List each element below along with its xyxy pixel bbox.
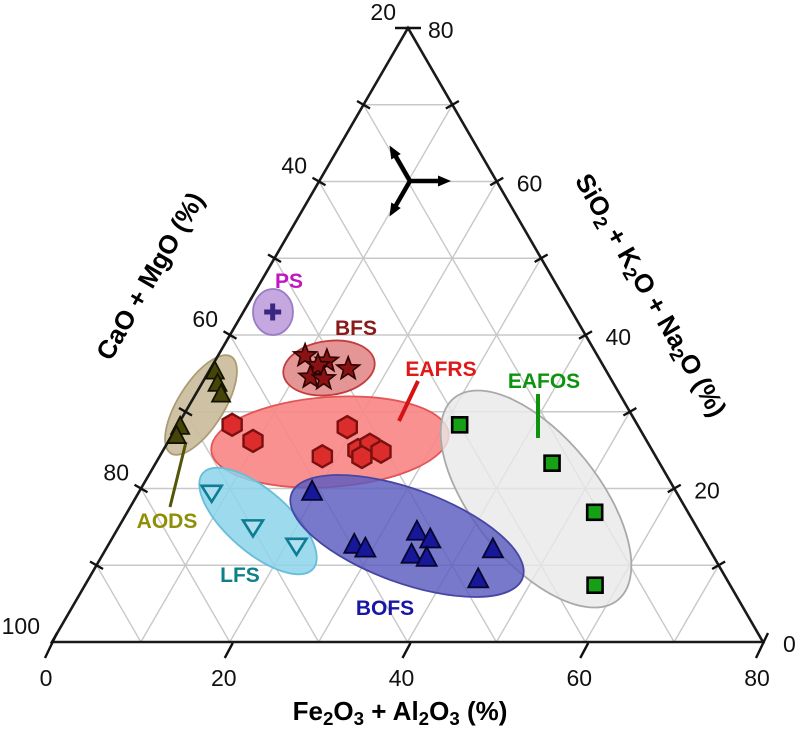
bofs-marker	[466, 566, 490, 589]
direction-arrow-shaft	[393, 179, 412, 209]
axis-direction-indicator	[389, 145, 451, 217]
axis-tick	[133, 483, 149, 494]
axis-tick	[222, 330, 238, 340]
eafos-label: EAFOS	[508, 370, 580, 393]
lfs-label: LFS	[220, 564, 260, 587]
left-axis-tick-label: 100	[2, 613, 40, 639]
right-axis-tick-label: 0	[783, 631, 796, 657]
bottom-axis-tick-label: 0	[40, 665, 53, 691]
axis-tick	[534, 253, 549, 264]
axis-tick	[622, 406, 637, 417]
bofs-marker	[405, 518, 429, 541]
lfs-marker	[199, 484, 224, 505]
eafrs-marker	[351, 444, 373, 470]
eafrs-marker	[370, 439, 392, 465]
aods-marker	[166, 424, 188, 444]
axis-tick	[178, 406, 193, 417]
right-axis-tick-label: 80	[428, 17, 454, 43]
eafos-marker	[450, 415, 469, 434]
bottom-axis-tick-label: 20	[211, 665, 237, 691]
left-axis-title: CaO + MgO (%)	[90, 187, 210, 365]
bottom-axis-tick-label: 80	[744, 665, 770, 691]
bfs-marker	[296, 362, 324, 389]
lfs-points	[199, 484, 309, 558]
ps-points	[264, 303, 282, 321]
eafrs-marker	[242, 428, 264, 454]
eafrs-points	[221, 412, 392, 470]
direction-arrow-shaft	[393, 153, 412, 183]
axis-tick	[43, 632, 59, 659]
bfs-marker	[304, 351, 332, 378]
axis-tick	[754, 632, 770, 659]
bottom-axis-tick-label: 40	[389, 665, 415, 691]
bottom-axis-title: Fe2O3 + Al2O3 (%)	[293, 696, 508, 729]
right-axis-tick-label: 60	[517, 171, 543, 197]
grid-line	[140, 488, 231, 643]
bfs-points	[291, 341, 362, 391]
axis-tick	[223, 642, 234, 659]
bfs-label: BFS	[335, 317, 377, 340]
direction-arrow-head	[438, 175, 451, 187]
axis-tick	[401, 642, 412, 659]
bofs-points	[300, 478, 505, 589]
axis-tick	[579, 642, 590, 659]
aods-callout-line	[168, 441, 188, 508]
bofs-marker	[300, 478, 324, 501]
lfs-marker	[240, 519, 266, 539]
eafos-marker	[586, 576, 604, 595]
axis-tick	[667, 483, 682, 494]
eafrs-marker	[221, 412, 243, 438]
bfs-marker	[334, 354, 362, 381]
axis-tick	[711, 560, 726, 571]
axis-tick	[267, 253, 282, 264]
bofs-label: BOFS	[356, 597, 414, 620]
axis-ticks	[43, 26, 770, 659]
left-axis-tick-label: 80	[103, 460, 129, 486]
eafrs-marker	[311, 443, 334, 469]
eafrs-callout-line	[397, 380, 420, 422]
direction-arrow-head	[389, 145, 401, 160]
right-axis-title: SiO2 + K2O + Na2O (%)	[567, 168, 733, 423]
aods-marker	[210, 382, 232, 403]
bottom-axis-tick-label: 60	[566, 665, 592, 691]
aods-label: AODS	[137, 510, 198, 533]
eafos-points	[450, 415, 604, 595]
right-axis-tick-label: 40	[606, 324, 632, 350]
bofs-cluster-ellipse	[289, 474, 525, 598]
axis-tick	[89, 560, 104, 571]
axis-tick	[356, 99, 371, 110]
bofs-marker	[418, 526, 442, 549]
lfs-marker	[284, 537, 309, 558]
axis-tick	[489, 176, 504, 187]
left-axis-tick-label: 20	[370, 0, 396, 25]
bofs-marker	[481, 536, 505, 559]
right-axis-tick-label: 20	[694, 478, 720, 504]
eafos-marker	[543, 454, 561, 472]
left-axis-tick-label: 40	[281, 153, 307, 179]
ps-label: PS	[275, 270, 303, 293]
eafrs-marker	[336, 414, 358, 440]
grid-line	[673, 564, 720, 643]
bofs-marker	[415, 544, 439, 567]
bfs-marker	[310, 364, 338, 391]
direction-arrow-head	[389, 202, 401, 217]
axis-tick	[578, 330, 593, 340]
bofs-marker	[353, 535, 377, 558]
eafos-marker	[585, 503, 604, 522]
eafrs-label: EAFRS	[405, 358, 476, 381]
grid-line	[95, 564, 142, 643]
bofs-marker	[400, 541, 424, 564]
bfs-marker	[291, 341, 319, 368]
left-axis-tick-label: 60	[192, 306, 218, 332]
axis-tick	[311, 176, 327, 187]
aods-points	[166, 359, 232, 444]
axis-tick	[445, 99, 460, 110]
